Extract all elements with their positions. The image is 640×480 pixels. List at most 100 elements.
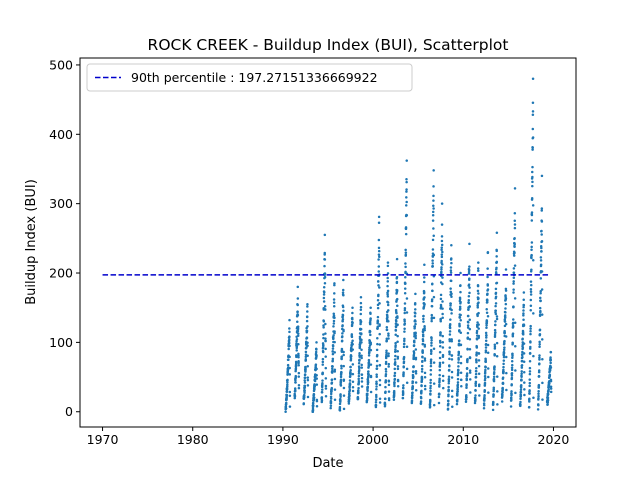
data-point: [304, 357, 308, 361]
data-point: [531, 175, 534, 179]
data-point: [539, 299, 542, 303]
data-point: [286, 371, 289, 375]
data-point: [502, 362, 505, 366]
data-point: [342, 364, 345, 368]
data-point: [287, 358, 290, 361]
data-point: [296, 327, 300, 331]
data-point: [376, 299, 380, 302]
data-point: [484, 360, 488, 364]
data-point: [449, 318, 452, 321]
axes-frame: [79, 57, 577, 428]
data-point: [394, 325, 398, 329]
data-point: [485, 334, 488, 337]
data-point: [342, 407, 346, 411]
data-point: [294, 381, 297, 384]
data-point: [322, 293, 326, 296]
data-point: [384, 385, 387, 389]
data-point: [293, 387, 297, 390]
data-point: [494, 302, 498, 305]
data-point: [540, 250, 543, 253]
data-point: [324, 394, 328, 398]
data-point: [423, 303, 426, 306]
legend-label-percentile: 90th percentile : 197.27151336669922: [131, 70, 378, 85]
data-point: [432, 347, 436, 351]
x-tick-label: 2010: [447, 432, 479, 447]
data-point: [486, 367, 490, 370]
data-point: [503, 339, 506, 343]
data-point: [448, 357, 451, 361]
data-point: [430, 313, 434, 317]
data-point: [386, 293, 389, 296]
data-point: [431, 265, 434, 268]
x-tick-label: 1990: [267, 432, 299, 447]
data-point: [531, 101, 535, 105]
data-point: [396, 367, 400, 371]
data-point: [486, 267, 489, 270]
data-point: [324, 387, 328, 390]
data-point: [476, 304, 479, 307]
data-point: [458, 324, 461, 328]
data-point: [314, 350, 318, 354]
data-point: [547, 384, 551, 388]
data-point: [306, 305, 309, 308]
data-point: [421, 351, 424, 355]
data-point: [522, 298, 525, 302]
data-point: [484, 358, 487, 362]
data-point: [537, 375, 541, 378]
data-point: [438, 373, 441, 377]
data-point: [324, 322, 327, 326]
data-point: [522, 309, 525, 312]
data-point: [549, 379, 553, 383]
data-point: [531, 204, 535, 207]
data-point: [530, 241, 534, 244]
data-point: [460, 385, 463, 388]
data-point: [338, 402, 342, 406]
data-point: [485, 307, 488, 311]
data-point: [440, 266, 443, 269]
data-point: [377, 221, 381, 224]
data-point: [286, 363, 290, 367]
data-point: [511, 342, 514, 345]
data-point: [331, 357, 335, 361]
data-point: [410, 396, 414, 400]
data-point: [387, 334, 390, 337]
data-point: [348, 388, 352, 392]
data-point: [386, 316, 389, 319]
data-point: [413, 325, 417, 328]
data-point: [392, 389, 396, 393]
data-point: [423, 263, 426, 266]
data-point: [384, 390, 387, 393]
data-point: [487, 391, 490, 394]
data-point: [447, 393, 450, 396]
data-point: [321, 357, 325, 361]
data-point: [323, 272, 327, 275]
data-point: [303, 389, 306, 392]
data-point: [549, 361, 552, 365]
data-point: [530, 253, 533, 257]
data-point: [450, 338, 453, 341]
data-point: [536, 408, 540, 411]
data-point: [483, 381, 487, 385]
data-point: [323, 258, 327, 261]
data-point: [396, 323, 399, 326]
data-point: [440, 246, 443, 249]
data-point: [503, 324, 507, 328]
data-point: [486, 300, 489, 304]
data-point: [423, 328, 426, 332]
data-point: [538, 328, 542, 331]
data-point: [531, 113, 535, 117]
data-point: [284, 407, 288, 410]
data-point: [430, 344, 433, 347]
data-point: [359, 320, 363, 324]
data-point: [539, 290, 542, 293]
data-point: [322, 296, 326, 300]
data-point: [511, 335, 515, 338]
data-point: [376, 306, 380, 310]
data-point: [393, 363, 397, 367]
data-point: [519, 393, 523, 397]
data-point: [449, 271, 453, 274]
data-point: [322, 285, 326, 289]
data-point: [329, 404, 333, 408]
data-point: [324, 339, 327, 343]
data-point: [360, 385, 364, 388]
